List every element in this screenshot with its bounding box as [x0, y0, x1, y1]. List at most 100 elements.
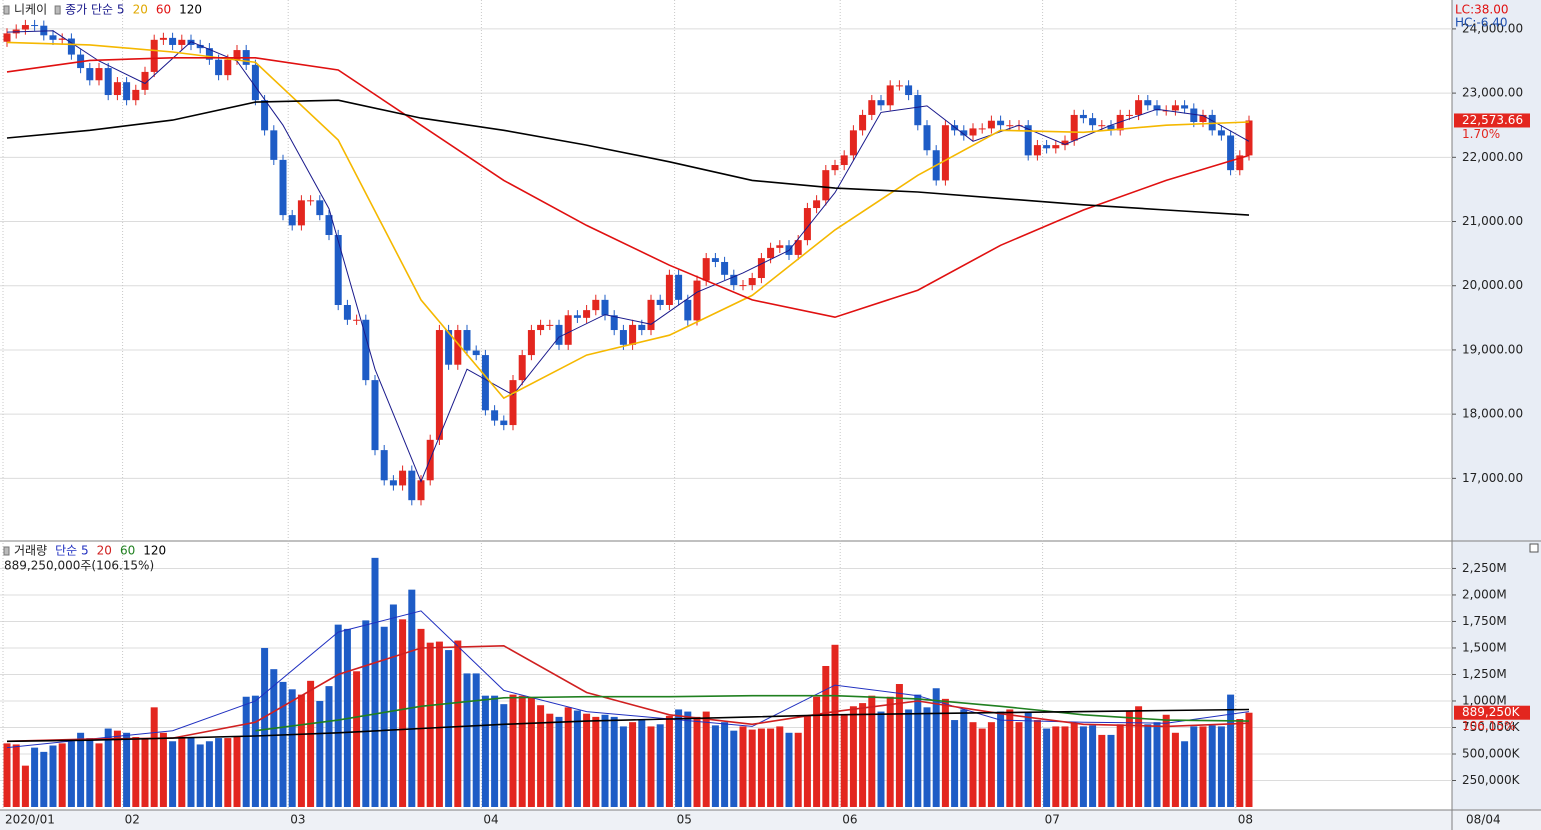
candle-body: [1070, 114, 1078, 141]
last-value-box: [1454, 113, 1530, 128]
legend-icon: [3, 5, 10, 15]
volume-bar: [270, 669, 278, 807]
candle-body: [730, 274, 738, 286]
candle-body: [380, 450, 388, 481]
volume-bar: [215, 738, 223, 807]
volume-bar: [1190, 726, 1198, 807]
y-tick-label: 21,000.00: [1462, 214, 1523, 228]
candle-body: [1217, 130, 1225, 136]
volume-bar: [1015, 722, 1023, 807]
candle-body: [1125, 114, 1133, 116]
candle-body: [187, 39, 195, 45]
candle-body: [123, 82, 131, 101]
candle-body: [435, 330, 443, 440]
volume-bar: [150, 707, 158, 807]
candle-body: [371, 380, 379, 451]
volume-bar: [638, 720, 646, 807]
volume-bar: [592, 716, 600, 807]
last-value-box: [1454, 705, 1530, 720]
volume-bar: [951, 720, 959, 807]
candle-body: [895, 85, 903, 87]
candle-body: [251, 64, 259, 101]
legend-entry: 20: [97, 544, 112, 558]
candle-body: [472, 350, 480, 356]
candle-body: [1098, 125, 1106, 127]
candle-body: [178, 39, 186, 45]
volume-bar: [914, 694, 922, 807]
volume-bar: [316, 700, 324, 807]
candle-body: [1236, 155, 1244, 171]
candle-body: [463, 330, 471, 351]
candle-body: [95, 68, 103, 81]
y-tick-label: 20,000.00: [1462, 278, 1523, 292]
candle-body: [159, 37, 167, 40]
legend-entry: 60: [156, 3, 171, 17]
volume-status: 889,250,000주(106.15%): [4, 559, 154, 573]
candle-body: [592, 299, 600, 311]
candle-body: [859, 114, 867, 131]
candle-body: [638, 324, 646, 331]
ma-line: [6, 610, 1250, 749]
y-tick-label: 19,000.00: [1462, 342, 1523, 356]
volume-bar: [767, 728, 775, 807]
candle-body: [316, 200, 324, 216]
legend-entry: 120: [143, 544, 166, 558]
volume-bar: [813, 696, 821, 807]
legend-entry: 120: [179, 3, 202, 17]
candle-body: [647, 299, 655, 331]
volume-bar: [932, 688, 940, 807]
close-button[interactable]: [1529, 543, 1539, 553]
volume-bar: [776, 726, 784, 807]
volume-bar: [711, 725, 719, 807]
candle-body: [914, 95, 922, 126]
volume-bar: [684, 711, 692, 807]
ma-line: [255, 694, 1250, 732]
candle-body: [1024, 125, 1032, 156]
volume-bar: [426, 642, 434, 807]
candle-body: [362, 319, 370, 381]
candle-body: [104, 68, 112, 96]
x-tick-label: 02: [125, 813, 140, 827]
volume-bar: [380, 626, 388, 807]
volume-bar: [647, 726, 655, 807]
candle-body: [813, 200, 821, 209]
candle-body: [86, 68, 94, 81]
volume-bar: [463, 673, 471, 807]
candle-body: [491, 410, 499, 421]
volume-bar: [849, 706, 857, 807]
volume-bar: [307, 680, 315, 807]
volume-bar: [895, 684, 903, 807]
volume-bar: [399, 619, 407, 807]
candle-body: [767, 247, 775, 259]
volume-bar: [67, 741, 75, 807]
candle-body: [748, 278, 756, 286]
volume-bar: [1024, 711, 1032, 807]
candle-body: [500, 420, 508, 426]
volume-bar: [803, 715, 811, 807]
candle-body: [886, 85, 894, 106]
x-tick-label: 03: [290, 813, 305, 827]
candle-body: [399, 470, 407, 486]
volume-bar: [739, 726, 747, 807]
candle-body: [711, 258, 719, 262]
candle-body: [684, 299, 692, 321]
candle-body: [343, 304, 351, 320]
volume-bar: [941, 698, 949, 807]
volume-bar: [518, 695, 526, 807]
candle-body: [969, 128, 977, 136]
volume-bar: [205, 741, 213, 807]
volume-bar: [1144, 724, 1152, 807]
candle-body: [1135, 100, 1143, 115]
volume-bar: [923, 707, 931, 807]
volume-bar: [353, 671, 361, 807]
volume-bar: [58, 743, 66, 807]
ma-line: [6, 644, 1250, 743]
y-tick-label: 23,000.00: [1462, 86, 1523, 100]
candle-body: [1190, 108, 1198, 122]
candle-body: [67, 38, 75, 55]
candle-body: [573, 315, 581, 318]
volume-bar: [822, 665, 830, 807]
candle-body: [721, 261, 729, 275]
